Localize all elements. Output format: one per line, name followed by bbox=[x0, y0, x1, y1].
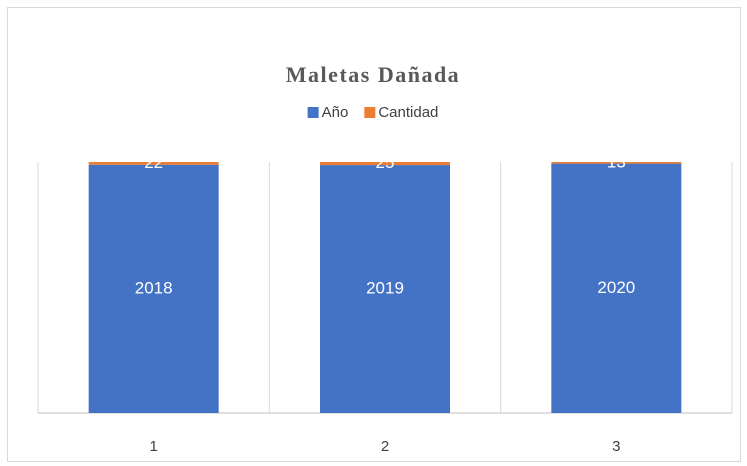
legend-label: Cantidad bbox=[378, 104, 438, 121]
data-label: 2018 bbox=[135, 278, 173, 297]
legend-swatch bbox=[364, 107, 376, 118]
bar-segment bbox=[88, 162, 219, 165]
bar-segment bbox=[320, 162, 450, 166]
legend: Año Cantidad bbox=[307, 104, 438, 121]
x-tick-label: 2 bbox=[381, 438, 389, 455]
bar-segment bbox=[320, 165, 450, 413]
data-label: 2020 bbox=[597, 278, 635, 297]
data-label: 2019 bbox=[366, 279, 404, 298]
bar-segment bbox=[551, 163, 682, 413]
chart-title: Maletas Dañada bbox=[286, 62, 460, 87]
legend-swatch bbox=[307, 107, 319, 118]
legend-label: Año bbox=[322, 104, 349, 121]
x-tick-label: 3 bbox=[612, 438, 620, 455]
data-label: 13 bbox=[607, 152, 626, 171]
bar-segment bbox=[88, 164, 219, 413]
data-label: 25 bbox=[376, 153, 395, 172]
bar-segment bbox=[551, 162, 682, 164]
data-label: 22 bbox=[144, 153, 163, 172]
x-tick-label: 1 bbox=[149, 438, 157, 455]
